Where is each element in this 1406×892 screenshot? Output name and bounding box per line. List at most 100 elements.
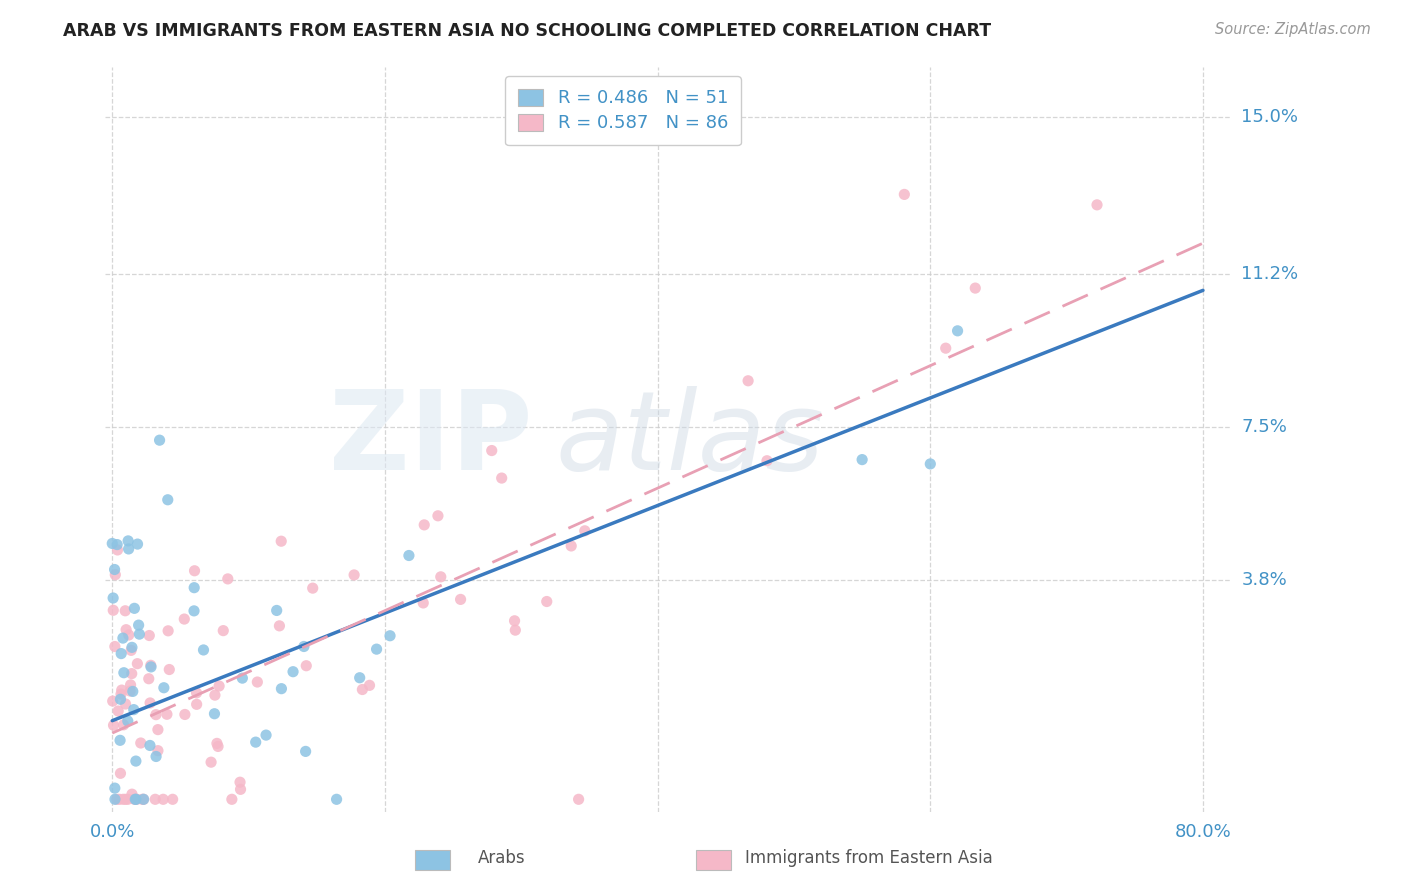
Point [139,660,162,674]
Point [851,452,873,467]
Point [200,755,222,769]
Point [110,692,132,706]
Point [481,443,503,458]
Point [127,537,149,551]
Point [111,631,134,645]
Text: atlas: atlas [555,386,824,492]
Point [217,572,239,586]
Point [536,594,558,608]
Point [148,433,170,447]
Point [120,643,142,657]
Point [121,684,143,698]
Point [108,733,131,747]
Point [128,627,150,641]
Point [111,683,134,698]
Point [112,665,135,680]
Point [325,792,347,806]
Point [114,697,136,711]
Point [125,792,148,806]
Point [115,623,138,637]
Point [893,187,915,202]
Point [186,698,208,712]
Point [139,739,162,753]
Point [412,596,434,610]
Point [920,457,942,471]
Text: 15.0%: 15.0% [1241,108,1298,126]
Point [193,643,215,657]
Legend: R = 0.486   N = 51, R = 0.587   N = 86: R = 0.486 N = 51, R = 0.587 N = 86 [505,76,741,145]
Point [146,723,169,737]
Point [935,341,957,355]
Point [108,792,131,806]
Point [127,657,149,671]
Text: 11.2%: 11.2% [1241,265,1299,283]
Point [107,543,129,558]
Point [254,728,277,742]
Point [301,581,323,595]
Point [173,612,195,626]
Text: Source: ZipAtlas.com: Source: ZipAtlas.com [1215,22,1371,37]
Point [946,324,969,338]
Point [104,792,127,806]
Point [110,766,132,780]
Point [152,792,174,806]
Point [104,567,127,582]
Text: Immigrants from Eastern Asia: Immigrants from Eastern Asia [745,849,993,867]
Point [212,624,235,638]
Point [156,707,179,722]
Point [124,792,146,806]
Point [112,718,135,732]
Point [294,744,316,758]
Point [208,679,231,693]
Point [183,564,205,578]
Point [117,533,139,548]
Point [157,663,180,677]
Point [292,640,315,654]
Point [229,782,252,797]
Point [270,681,292,696]
Point [118,628,141,642]
Point [229,775,252,789]
Point [450,592,472,607]
Point [138,672,160,686]
Point [737,374,759,388]
Point [107,704,129,718]
Point [114,792,136,806]
Point [120,684,142,698]
Point [266,603,288,617]
Point [128,618,150,632]
Point [132,792,155,806]
Point [162,792,184,806]
Point [429,570,451,584]
Point [110,687,132,701]
Point [120,678,142,692]
Point [231,671,253,685]
Point [121,787,143,801]
Point [205,736,228,750]
Point [145,749,167,764]
Point [183,604,205,618]
Point [146,744,169,758]
Point [965,281,987,295]
Point [221,792,243,806]
Point [122,703,145,717]
Point [101,536,124,550]
Point [124,792,146,806]
Point [101,694,124,708]
Point [491,471,513,485]
Point [352,682,374,697]
Point [121,666,143,681]
Point [378,629,401,643]
Point [132,792,155,806]
Point [295,658,318,673]
Point [110,647,132,661]
Point [131,792,153,806]
Point [138,628,160,642]
Point [245,735,267,749]
Point [117,792,139,806]
Point [568,792,591,806]
Point [105,792,128,806]
Point [103,603,125,617]
Point [426,508,449,523]
Point [503,614,526,628]
